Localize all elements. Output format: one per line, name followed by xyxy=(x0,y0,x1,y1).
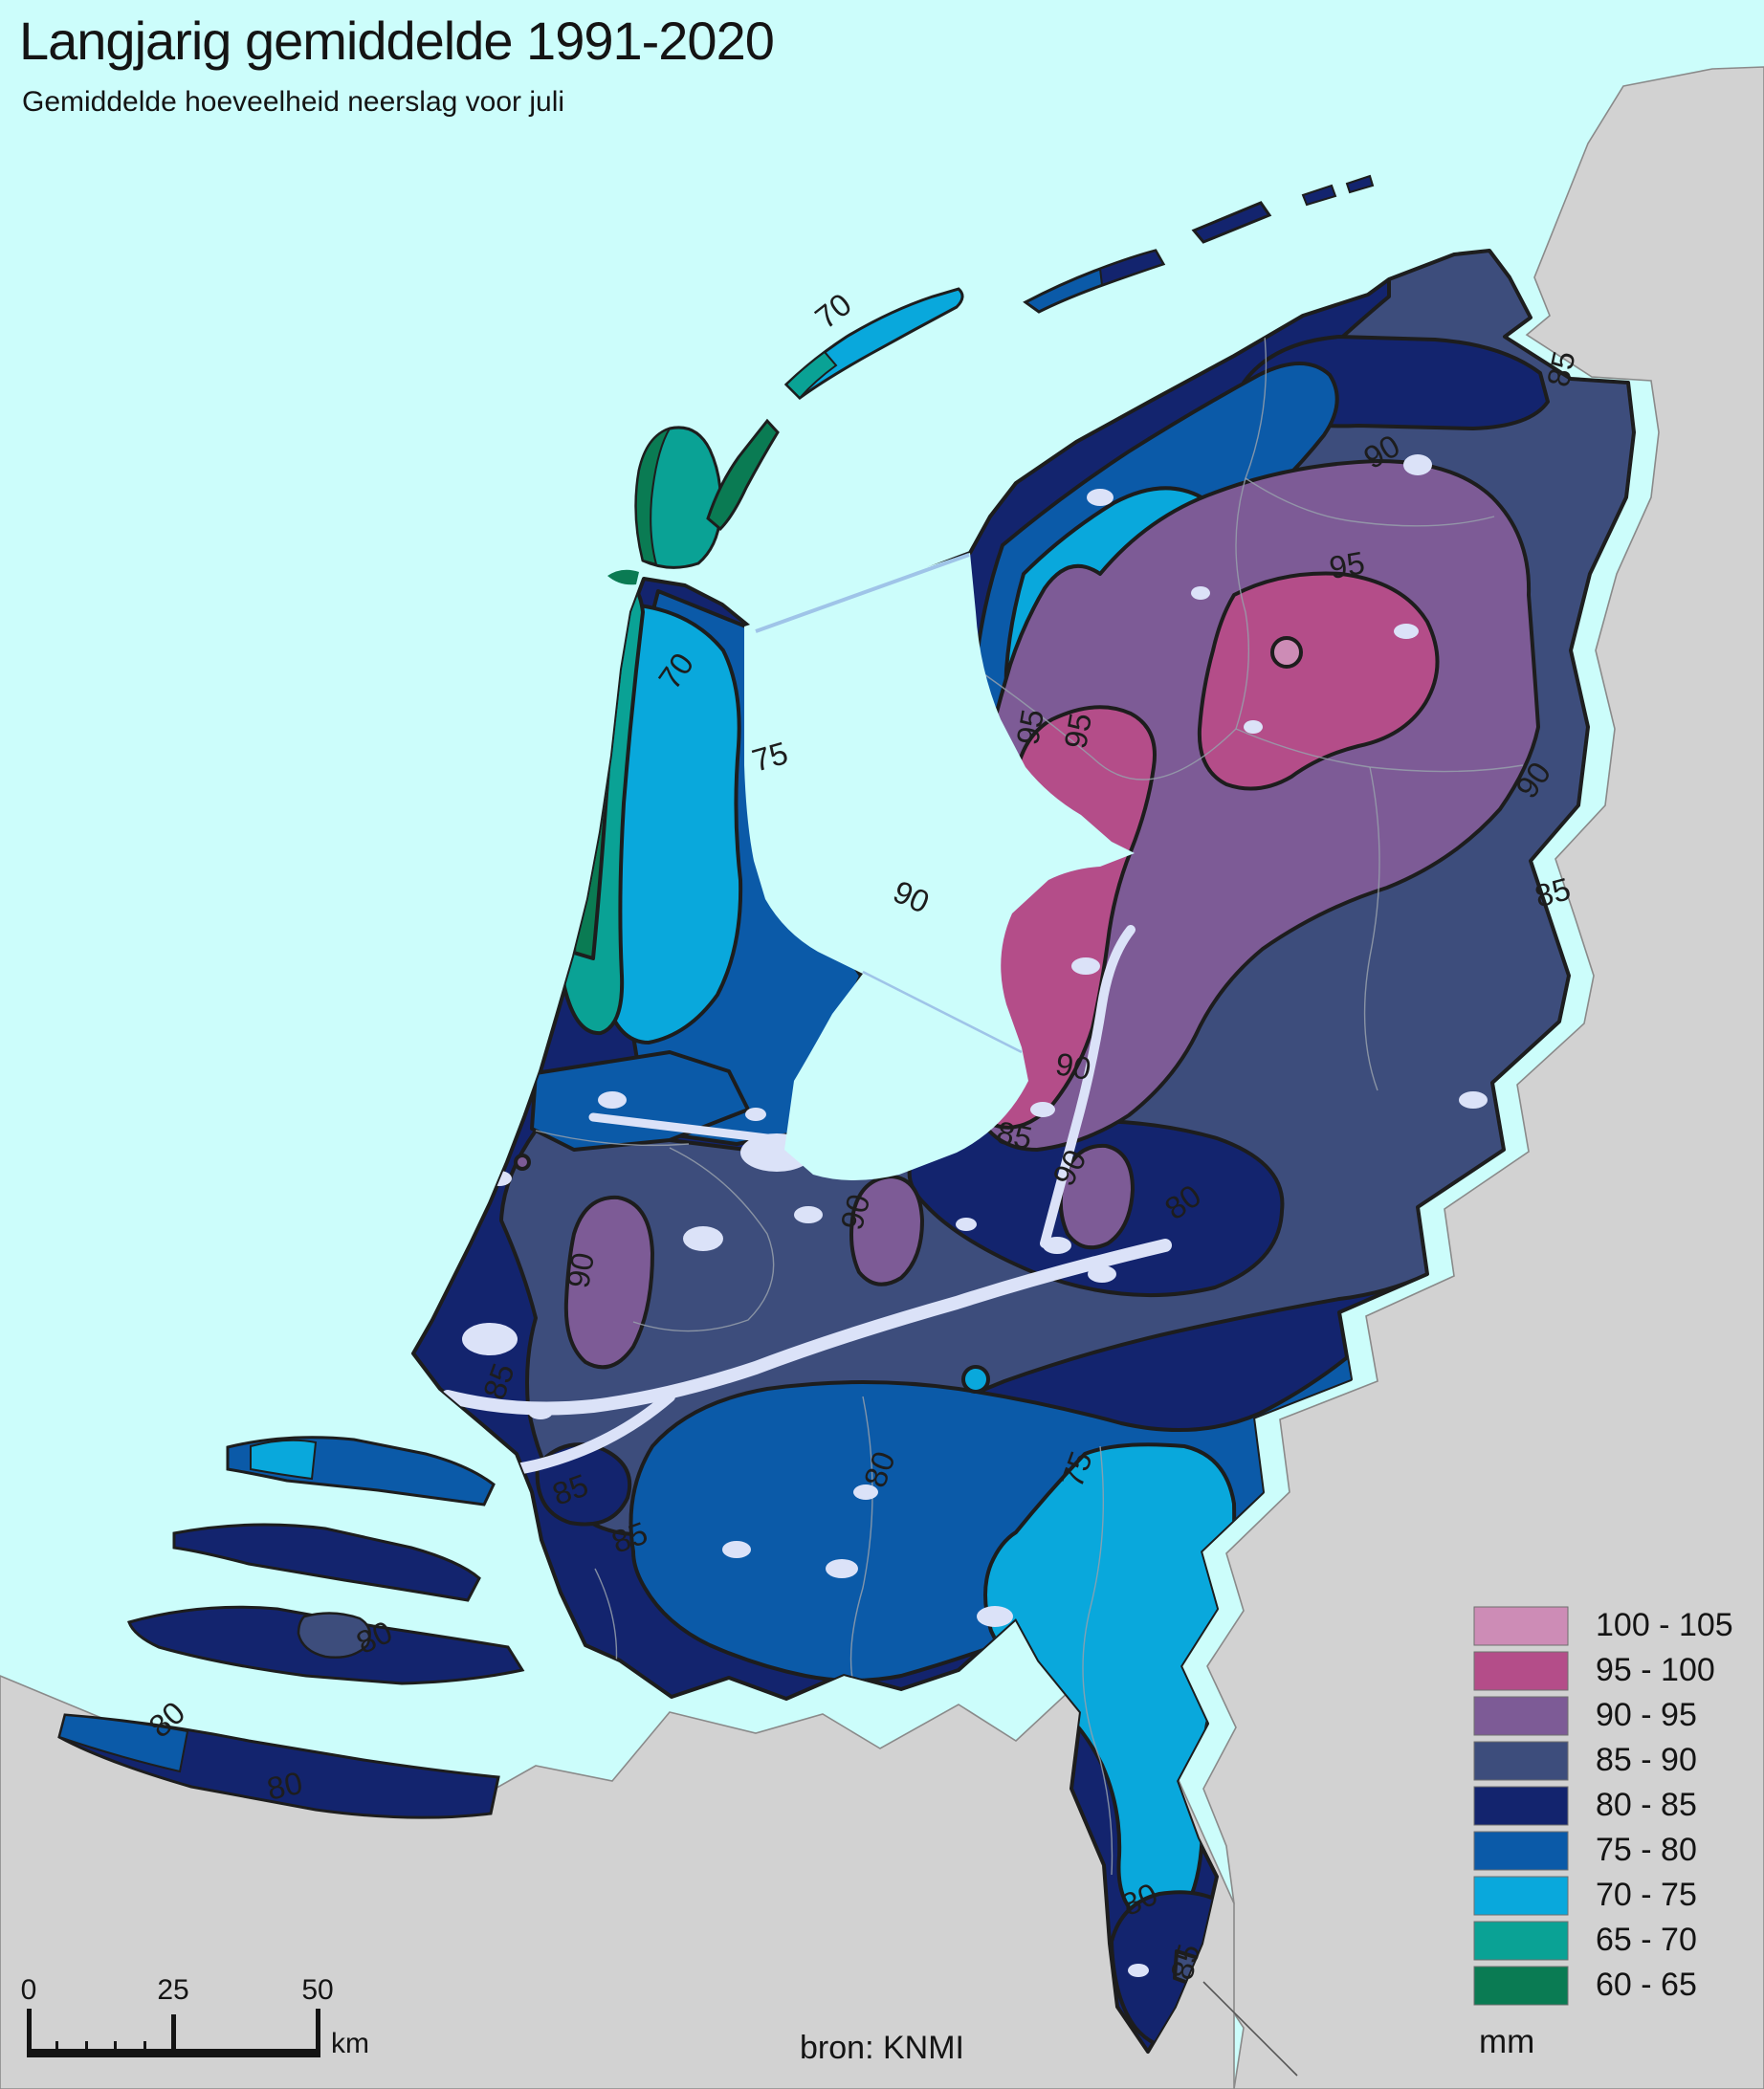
band-90-95-blob-nijmegen xyxy=(1058,1143,1135,1250)
page-title: Langjarig gemiddelde 1991-2020 xyxy=(19,11,775,71)
legend-label: 95 - 100 xyxy=(1596,1652,1715,1688)
legend-label: 70 - 75 xyxy=(1596,1877,1697,1913)
page-subtitle: Gemiddelde hoeveelheid neerslag voor jul… xyxy=(22,86,565,118)
legend-swatch-85-90 xyxy=(1473,1741,1569,1780)
island-beveland-slate-blob xyxy=(297,1612,371,1659)
contour-label: 95 xyxy=(1327,544,1368,585)
scale-label-50: 50 xyxy=(301,1974,333,2006)
island-rottum-2 xyxy=(1345,174,1375,194)
scale-unit: km xyxy=(331,2028,369,2059)
island-schouwen xyxy=(172,1523,481,1602)
zeeuws-vlaanderen-blue xyxy=(57,1713,189,1773)
legend-row: 80 - 85 xyxy=(1473,1783,1733,1828)
rivers xyxy=(427,925,1172,1479)
island-ameland-east xyxy=(1098,249,1165,287)
island-voorne-cyan-patch xyxy=(250,1439,318,1481)
legend-label: 75 - 80 xyxy=(1596,1832,1697,1868)
contour-label: 95 xyxy=(1057,711,1098,752)
ijsselmeer-water xyxy=(744,553,1135,1180)
contour-label: 90 xyxy=(560,1250,601,1291)
legend-row: 75 - 80 xyxy=(1473,1828,1733,1873)
legend-row: 70 - 75 xyxy=(1473,1873,1733,1918)
scale-label-25: 25 xyxy=(157,1974,188,2006)
band-70-75-dot xyxy=(961,1365,990,1394)
island-vlieland xyxy=(706,418,780,532)
contour-label: 90 xyxy=(1053,1045,1094,1087)
band-90-95-dot xyxy=(514,1154,531,1171)
legend-unit: mm xyxy=(1479,2023,1535,2060)
legend-row: 60 - 65 xyxy=(1473,1963,1733,2008)
island-rottum-1 xyxy=(1301,184,1337,207)
contour-label: 80 xyxy=(264,1765,306,1807)
scale-label-0: 0 xyxy=(21,1974,37,2006)
legend-row: 95 - 100 xyxy=(1473,1648,1733,1693)
legend-swatch-90-95 xyxy=(1473,1696,1569,1735)
legend-swatch-70-75 xyxy=(1473,1876,1569,1915)
province-borders xyxy=(535,319,1524,1876)
island-terschelling-tip xyxy=(784,350,838,400)
dike-lines xyxy=(755,553,1023,1054)
afsluitdijk-line xyxy=(755,553,970,633)
island-noorderhaaks xyxy=(607,569,639,585)
precipitation-bands xyxy=(427,251,1634,2051)
legend-label: 100 - 105 xyxy=(1596,1607,1733,1643)
island-texel-west xyxy=(634,427,673,566)
band-90-95-blob-utrecht xyxy=(563,1195,654,1370)
legend-label: 80 - 85 xyxy=(1596,1787,1697,1823)
contour-label: 95 xyxy=(1009,707,1050,748)
island-schiermonnikoog xyxy=(1191,201,1272,244)
houtribdijk-line xyxy=(862,970,1023,1054)
legend-swatch-80-85 xyxy=(1473,1786,1569,1825)
legend-label: 65 - 70 xyxy=(1596,1922,1697,1958)
legend-label: 90 - 95 xyxy=(1596,1697,1697,1733)
legend-swatch-65-70 xyxy=(1473,1921,1569,1960)
legend-row: 100 - 105 xyxy=(1473,1603,1733,1648)
band-95-100-drenthe xyxy=(1197,571,1440,791)
band-100-105-dot xyxy=(1270,636,1303,669)
contour-label: 85 xyxy=(1540,348,1582,390)
legend-row: 65 - 70 xyxy=(1473,1918,1733,1963)
legend-swatch-60-65 xyxy=(1473,1966,1569,2005)
legend: 100 - 105 95 - 100 90 - 95 85 - 90 80 - … xyxy=(1473,1603,1733,2061)
legend-row: 85 - 90 xyxy=(1473,1738,1733,1783)
contour-label: 85 xyxy=(994,1114,1036,1156)
leader-line xyxy=(1202,1981,1298,2077)
legend-label: 60 - 65 xyxy=(1596,1967,1697,2003)
zeeland-islands xyxy=(57,1436,525,1819)
legend-swatch-95-100 xyxy=(1473,1651,1569,1690)
legend-row: 90 - 95 xyxy=(1473,1693,1733,1738)
legend-swatch-100-105 xyxy=(1473,1606,1569,1645)
source-attribution: bron: KNMI xyxy=(800,2030,964,2066)
legend-swatch-75-80 xyxy=(1473,1831,1569,1870)
scale-bar: 0 25 50 km xyxy=(21,1974,369,2059)
legend-label: 85 - 90 xyxy=(1596,1742,1697,1778)
wadden-islands xyxy=(607,174,1375,585)
